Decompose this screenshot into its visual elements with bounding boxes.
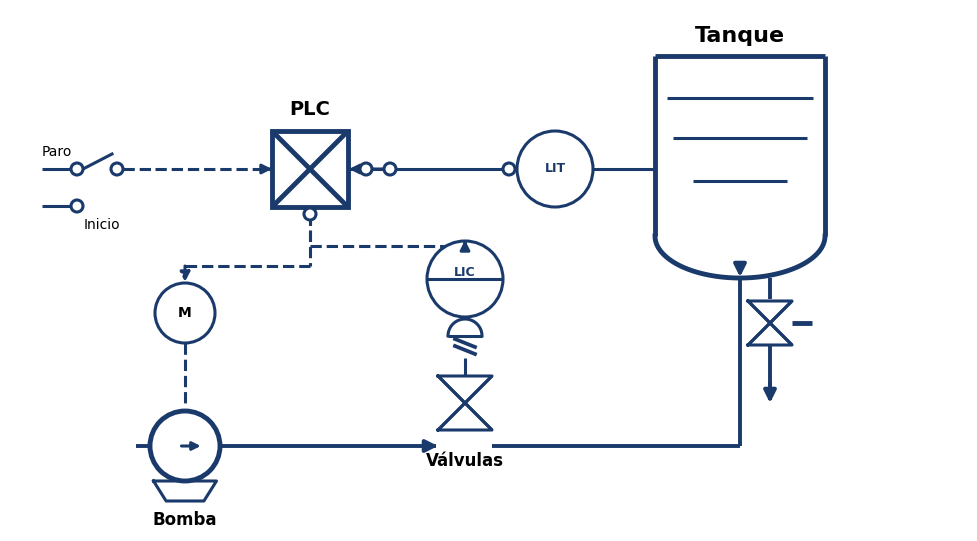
Circle shape	[503, 163, 515, 175]
Circle shape	[111, 163, 123, 175]
Polygon shape	[153, 481, 217, 501]
Circle shape	[360, 163, 372, 175]
Text: PLC: PLC	[289, 100, 330, 119]
Text: Paro: Paro	[42, 145, 72, 159]
Circle shape	[304, 208, 316, 220]
Circle shape	[427, 241, 503, 317]
Text: M: M	[178, 306, 191, 320]
Bar	[272, 131, 348, 207]
Circle shape	[71, 200, 83, 212]
Text: Inicio: Inicio	[84, 218, 120, 232]
Circle shape	[384, 163, 396, 175]
Text: LIT: LIT	[544, 162, 566, 175]
Circle shape	[155, 283, 215, 343]
Circle shape	[71, 163, 83, 175]
Text: Bomba: Bomba	[152, 511, 217, 529]
Circle shape	[150, 411, 220, 481]
Text: LIC: LIC	[454, 266, 476, 279]
Circle shape	[517, 131, 593, 207]
Text: Tanque: Tanque	[695, 26, 786, 46]
Text: Válvulas: Válvulas	[426, 452, 504, 470]
